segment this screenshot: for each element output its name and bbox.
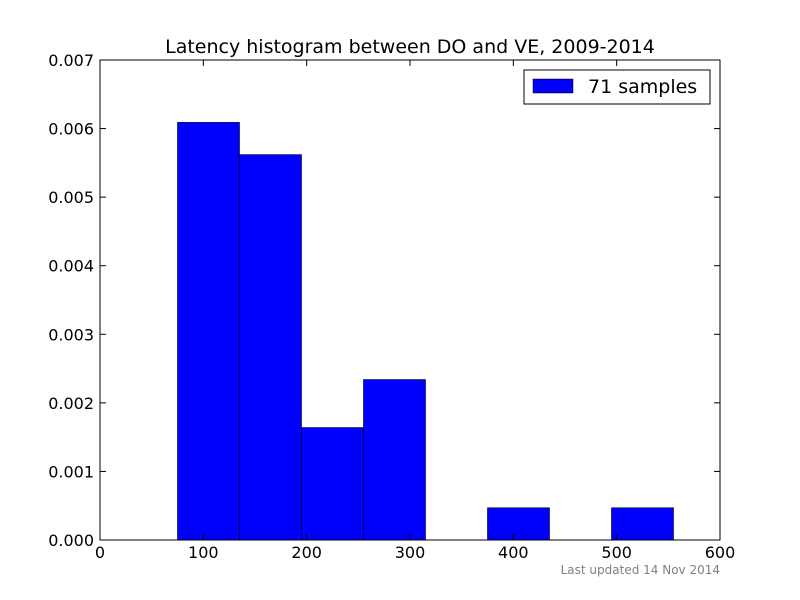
histogram-bar-5	[611, 507, 674, 541]
histogram-bar-1	[239, 154, 302, 541]
y-tick-label: 0.006	[48, 120, 94, 139]
x-tick-label: 600	[705, 543, 736, 562]
y-tick-label: 0.000	[48, 531, 94, 550]
y-tick-label: 0.003	[48, 325, 94, 344]
bars-group	[177, 122, 674, 541]
chart-title: Latency histogram between DO and VE, 200…	[165, 36, 655, 58]
histogram-bar-4	[487, 507, 550, 541]
x-tick-label: 400	[498, 543, 529, 562]
x-tick-label: 500	[601, 543, 632, 562]
x-tick-label: 0	[95, 543, 105, 562]
histogram-bar-2	[301, 427, 364, 541]
plot-frame	[99, 59, 721, 541]
ticks-group: 0 100 200 300 400 500 600 0.000 0.001 0.002 0.003 0…	[48, 51, 735, 562]
y-tick-label: 0.004	[48, 257, 94, 276]
x-tick-label: 100	[188, 543, 219, 562]
x-tick-label: 200	[291, 543, 322, 562]
y-tick-label: 0.005	[48, 188, 94, 207]
legend: 71 samples	[523, 69, 711, 105]
y-tick-label: 0.002	[48, 394, 94, 413]
histogram-bar-3	[363, 379, 426, 541]
legend-swatch	[532, 78, 574, 94]
last-updated-note: Last updated 14 Nov 2014	[561, 563, 720, 577]
y-tick-label: 0.001	[48, 462, 94, 481]
legend-label: 71 samples	[588, 76, 697, 98]
histogram-bar-0	[177, 122, 240, 541]
y-tick-label: 0.007	[48, 51, 94, 70]
x-tick-label: 300	[395, 543, 426, 562]
